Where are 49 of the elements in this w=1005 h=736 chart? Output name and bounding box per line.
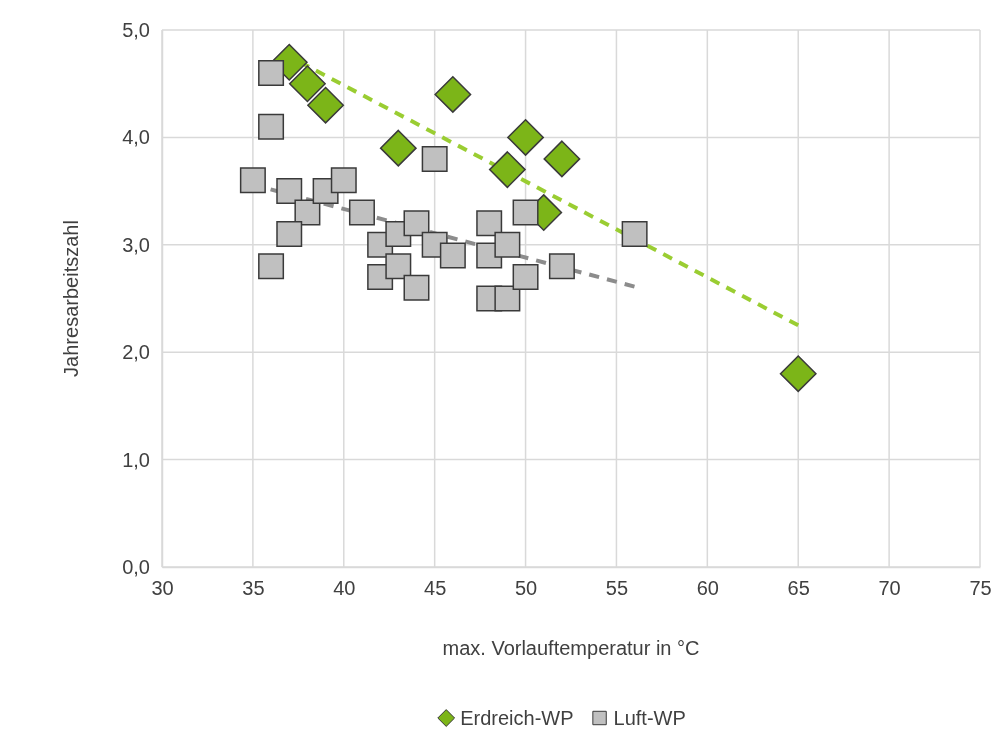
point: [258, 253, 285, 280]
point: [548, 253, 575, 280]
point: [348, 199, 375, 226]
x-tick-label: 50: [514, 577, 538, 600]
y-tick-label: 2,0: [122, 341, 150, 364]
point: [294, 199, 321, 226]
point: [779, 355, 817, 393]
point: [543, 140, 581, 178]
y-tick-label: 1,0: [122, 448, 150, 471]
x-tick-label: 75: [969, 577, 992, 600]
point: [512, 199, 539, 226]
x-tick-label: 35: [242, 577, 265, 600]
point: [476, 210, 503, 237]
point: [494, 285, 521, 312]
point: [494, 231, 521, 258]
point: [307, 86, 345, 124]
point: [258, 113, 285, 140]
point: [439, 242, 466, 269]
point: [488, 151, 526, 189]
point: [385, 253, 412, 280]
x-tick-label: 55: [605, 577, 629, 600]
point: [507, 118, 545, 156]
x-tick-label: 65: [787, 577, 810, 600]
x-tick-label: 60: [696, 577, 719, 600]
point: [288, 65, 326, 103]
point: [403, 210, 430, 237]
y-tick-label: 5,0: [122, 18, 150, 41]
y-axis-title: Jahresarbeitszahl: [60, 220, 82, 377]
point: [403, 274, 430, 301]
point: [258, 59, 285, 86]
point: [621, 221, 648, 248]
y-tick-label: 0,0: [122, 555, 150, 578]
legend-label: Luft-WP: [613, 707, 686, 729]
point: [276, 221, 303, 248]
x-tick-label: 30: [151, 577, 174, 600]
y-tick-label: 4,0: [122, 126, 150, 149]
x-tick-label: 40: [333, 577, 356, 600]
point: [276, 178, 303, 205]
y-tick-label: 3,0: [122, 233, 150, 256]
point: [421, 145, 448, 172]
legend-label: Erdreich-WP: [460, 707, 574, 729]
x-axis-title: max. Vorlauftemperatur in °C: [442, 637, 700, 659]
x-tick-label: 45: [424, 577, 447, 600]
point: [330, 167, 357, 194]
x-tick-label: 70: [878, 577, 901, 600]
point: [512, 264, 539, 291]
point: [379, 129, 417, 167]
point: [239, 167, 266, 194]
point: [434, 75, 472, 113]
